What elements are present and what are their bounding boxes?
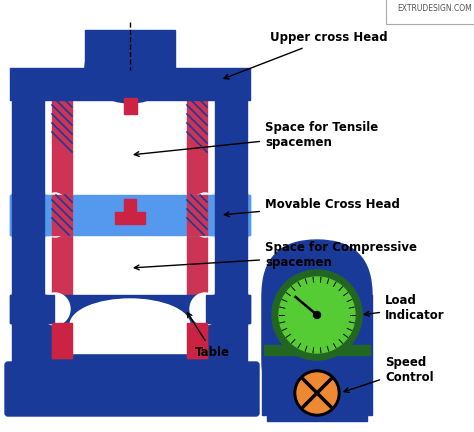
Text: Load
Indicator: Load Indicator xyxy=(365,294,445,322)
Text: EXTRUDESIGN.COM: EXTRUDESIGN.COM xyxy=(397,4,472,13)
Bar xyxy=(115,212,145,224)
Ellipse shape xyxy=(190,193,220,237)
Bar xyxy=(206,295,250,323)
Circle shape xyxy=(272,270,362,360)
Bar xyxy=(187,100,207,320)
Bar xyxy=(215,193,247,237)
Circle shape xyxy=(279,277,355,353)
Bar xyxy=(10,295,250,323)
Ellipse shape xyxy=(85,33,175,103)
Bar xyxy=(10,195,54,235)
Bar xyxy=(124,98,137,114)
Bar xyxy=(12,323,44,365)
FancyBboxPatch shape xyxy=(5,362,259,416)
Ellipse shape xyxy=(190,293,220,325)
Bar xyxy=(52,100,72,320)
Circle shape xyxy=(313,311,320,318)
Circle shape xyxy=(294,370,340,416)
Bar xyxy=(10,68,250,100)
Ellipse shape xyxy=(40,193,70,237)
Bar xyxy=(10,195,250,235)
Text: Movable Cross Head: Movable Cross Head xyxy=(224,198,400,216)
Bar xyxy=(124,199,136,212)
Bar xyxy=(30,323,230,365)
Text: Table: Table xyxy=(187,313,230,359)
Bar xyxy=(267,407,367,421)
Bar xyxy=(12,98,44,323)
Text: Space for Tensile
spacemen: Space for Tensile spacemen xyxy=(134,121,378,156)
Text: Space for Compressive
spacemen: Space for Compressive spacemen xyxy=(134,241,417,270)
Bar xyxy=(85,30,175,72)
Bar xyxy=(52,323,72,358)
Bar xyxy=(215,98,247,323)
Bar xyxy=(215,323,247,365)
Ellipse shape xyxy=(40,293,70,325)
Bar xyxy=(12,193,44,237)
Bar xyxy=(52,195,72,235)
FancyBboxPatch shape xyxy=(262,240,372,415)
Ellipse shape xyxy=(70,299,190,351)
Bar xyxy=(70,323,190,353)
Bar xyxy=(264,345,370,355)
Text: Upper cross Head: Upper cross Head xyxy=(224,32,388,79)
Bar xyxy=(187,323,207,358)
Bar xyxy=(8,365,256,413)
Bar xyxy=(187,195,207,235)
Bar xyxy=(206,195,250,235)
Text: Speed
Control: Speed Control xyxy=(344,356,434,392)
Bar xyxy=(52,323,72,358)
Circle shape xyxy=(297,373,337,413)
Bar xyxy=(12,293,44,325)
Bar xyxy=(262,295,372,415)
Bar xyxy=(187,323,207,358)
Bar xyxy=(215,293,247,325)
Bar xyxy=(10,295,54,323)
